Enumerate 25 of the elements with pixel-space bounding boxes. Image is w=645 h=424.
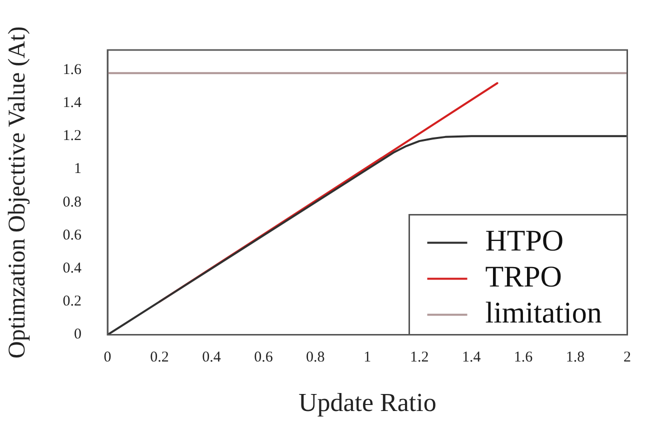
y-tick-label: 0.8 [62, 194, 82, 210]
x-tick-label: 2 [624, 350, 631, 366]
x-tick-label: 0 [104, 350, 112, 366]
y-tick-label: 0.6 [62, 227, 82, 244]
x-tick-label: 0.6 [254, 350, 274, 366]
y-tick-label: 0 [74, 326, 82, 343]
x-axis-title: Update Ratio [298, 388, 436, 418]
legend-label: HTPO [485, 224, 564, 258]
y-axis-title: Optimzation Objecttive Value (At) [4, 26, 31, 358]
y-tick-label: 1.4 [62, 94, 82, 111]
y-tick-label: 1 [74, 161, 82, 178]
x-tick-label: 1.2 [410, 350, 429, 366]
x-tick-label: 1.4 [462, 350, 482, 366]
legend-label: limitation [485, 296, 602, 330]
x-tick-label: 1.8 [566, 350, 585, 366]
y-tick-label: 0.4 [62, 260, 82, 277]
x-tick-label: 0.8 [306, 350, 325, 366]
x-tick-label: 0.4 [202, 350, 222, 366]
y-tick-label: 1.6 [62, 62, 82, 78]
y-tick-label: 1.2 [62, 128, 82, 144]
legend-label: TRPO [485, 260, 562, 294]
x-tick-label: 0.2 [150, 350, 169, 366]
y-tick-label: 0.2 [62, 294, 82, 310]
x-tick-label: 1.6 [514, 350, 534, 366]
x-tick-label: 1 [364, 350, 372, 366]
